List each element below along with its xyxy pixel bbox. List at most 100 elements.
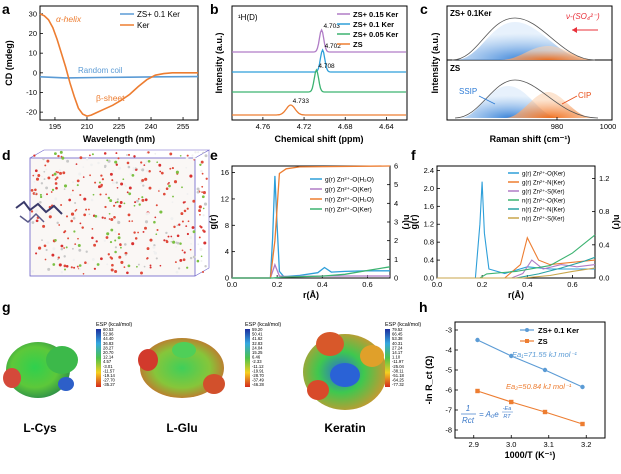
panel-d-atom-47 xyxy=(118,204,122,208)
panel-d-atom-38 xyxy=(63,188,66,190)
panel-d-atom-258 xyxy=(115,163,118,166)
panel-d-atom-260 xyxy=(169,152,173,156)
panel-d-atom-248 xyxy=(153,251,157,255)
panel-c-ylabel: Intensity (a.u.) xyxy=(430,32,440,93)
esp-scale-value-2-6: 1.10 xyxy=(392,355,401,360)
panel-d-atom-281 xyxy=(156,161,159,164)
panel-d-atom-283 xyxy=(41,175,43,178)
panel-d-atom-373 xyxy=(94,214,98,218)
panel-d-atom-396 xyxy=(144,161,147,165)
panel-d-atom-65 xyxy=(54,239,57,242)
panel-d-box-top-edge xyxy=(29,149,211,159)
panel-d-atom-184 xyxy=(139,168,142,171)
panel-f-series-line-4 xyxy=(437,256,596,279)
panel-c-ticks: 980 1000 xyxy=(551,117,616,131)
panel-d-atom-183 xyxy=(72,181,75,184)
panel-b-ylabel: Intensity (a.u.) xyxy=(214,32,224,93)
panel-d-atom-105 xyxy=(199,247,203,251)
panel-h-arrhenius: h 2.9 3.0 3.1 3.2 -8 -7 -6 -5 -4 -3 ZS+ 0.1 Ker Z… xyxy=(419,299,606,460)
panel-d-atom-51 xyxy=(199,213,201,216)
panel-d-atom-37 xyxy=(44,258,47,261)
panel-d-atom-352 xyxy=(184,201,186,203)
panel-d-atom-117 xyxy=(70,219,73,223)
panel-e-legend: g(r) Zn²⁺-O(H₂O) g(r) Zn²⁺-O(Ker) n(r) Zn²… xyxy=(310,177,374,214)
panel-d-atom-162 xyxy=(119,201,123,204)
panel-d-atom-18 xyxy=(77,244,81,247)
panel-d-atom-31 xyxy=(42,194,45,197)
panel-a-xtick-label-1: 210 xyxy=(81,122,94,131)
esp-scale-value-1-8: -11.12 xyxy=(252,364,264,369)
panel-d-atom-217 xyxy=(74,243,77,245)
panel-d-atom-25 xyxy=(52,247,56,251)
panel-d-atom-313 xyxy=(46,193,48,196)
panel-d-atom-185 xyxy=(78,268,81,271)
panel-f-ytick-label-1: 0.4 xyxy=(424,256,434,265)
panel-d-atom-238 xyxy=(101,216,104,219)
panel-c-frame xyxy=(446,5,613,121)
panel-f-series-line-5 xyxy=(437,267,596,279)
panel-d-atom-268 xyxy=(144,220,149,224)
panel-d-atom-84 xyxy=(59,150,63,154)
panel-d-atom-179 xyxy=(197,243,200,246)
panel-d-atom-29 xyxy=(124,251,128,255)
panel-d-atom-219 xyxy=(91,258,95,261)
panel-d-atom-91 xyxy=(123,266,126,268)
panel-d-atom-164 xyxy=(78,264,82,267)
panel-d-atom-153 xyxy=(51,188,55,192)
panel-d-atom-384 xyxy=(60,204,63,206)
panel-d-atom-376 xyxy=(186,154,189,157)
panel-d-atom-409 xyxy=(127,165,131,169)
panel-d-atom-49 xyxy=(145,169,149,173)
panel-f-legend: g(r) Zn²⁺-O(Ker) g(r) Zn²⁺-N(Ker) g(r) Zn²… xyxy=(508,171,565,223)
panel-d-atom-73 xyxy=(96,263,100,266)
lcys-scale-values: 60.5352.9644.4036.8328.2720.7012.144.57-… xyxy=(103,327,116,387)
panel-d-atom-92 xyxy=(45,168,48,171)
esp-scale-value-1-11: -37.49 xyxy=(252,378,265,383)
esp-scale-value-2-1: 66.45 xyxy=(392,332,403,337)
panel-d-atom-321 xyxy=(204,264,207,268)
panel-h-point-0-1 xyxy=(509,353,514,359)
esp-scale-value-0-9: -11.57 xyxy=(103,368,115,373)
panel-d-atom-125 xyxy=(98,181,101,184)
panel-h-legend-marker-1 xyxy=(525,339,529,343)
panel-d-atom-170 xyxy=(180,212,184,216)
panel-d-atom-245 xyxy=(51,174,54,177)
lglu-surface xyxy=(140,338,224,398)
panel-a-ytick-label-1: -10 xyxy=(26,88,37,97)
panel-c-raman: c ZS+ 0.1Ker ν-(SO₄²⁻) ZS SS xyxy=(420,1,616,144)
panel-d-atom-198 xyxy=(159,210,163,214)
panel-g-lglu: L-Glu ESP (kcal/mol) 59.2050.4141.6232.8… xyxy=(138,322,281,435)
panel-f-ylabel: g(r) xyxy=(409,215,419,230)
panel-d-atom-151 xyxy=(159,170,162,173)
panel-e-right-ytick-label-6: 6 xyxy=(394,162,398,171)
panel-d-atom-255 xyxy=(53,172,57,176)
panel-c-so4-arrowhead xyxy=(572,27,577,33)
panel-d-atom-297 xyxy=(93,267,96,270)
panel-d-atom-343 xyxy=(141,178,145,182)
panel-h-point-0-3 xyxy=(580,384,585,390)
panel-c-top-envelope xyxy=(451,17,596,61)
panel-f-ytick-label-6: 2.4 xyxy=(424,166,434,175)
panel-h-fit-line-0 xyxy=(477,339,583,388)
panel-h-ticks: 2.9 3.0 3.1 3.2 -8 -7 -6 -5 -4 -3 xyxy=(445,326,591,450)
panel-d-atom-275 xyxy=(87,262,89,265)
panel-g-keratin: Keratin ESP (kcal/mol) 79.5266.4553.3840… xyxy=(303,322,421,435)
panel-h-legend-label-0: ZS+ 0.1 Ker xyxy=(538,326,579,335)
panel-h-xtick-label-3: 3.2 xyxy=(581,440,591,449)
panel-d-atom-0 xyxy=(116,219,119,222)
panel-d-atom-136 xyxy=(43,170,46,173)
panel-d-atom-192 xyxy=(120,260,124,264)
lcys-colorbar xyxy=(96,329,101,387)
panel-d-atom-56 xyxy=(115,181,118,184)
panel-h-ylabel: -ln R_ct (Ω) xyxy=(424,356,434,405)
panel-d-atom-319 xyxy=(132,166,135,170)
panel-e-ytick-label-1: 4 xyxy=(225,247,229,256)
panel-d-atom-21 xyxy=(68,198,72,202)
esp-scale-value-0-10: -19.14 xyxy=(103,373,116,378)
esp-scale-value-0-2: 44.40 xyxy=(103,336,114,341)
keratin-lobe-left xyxy=(307,380,329,400)
panel-d-atom-111 xyxy=(31,270,34,273)
panel-d-atom-135 xyxy=(90,163,93,167)
keratin-positive-core xyxy=(330,363,360,387)
panel-e-legend-label-0: g(r) Zn²⁺-O(H₂O) xyxy=(325,177,374,184)
